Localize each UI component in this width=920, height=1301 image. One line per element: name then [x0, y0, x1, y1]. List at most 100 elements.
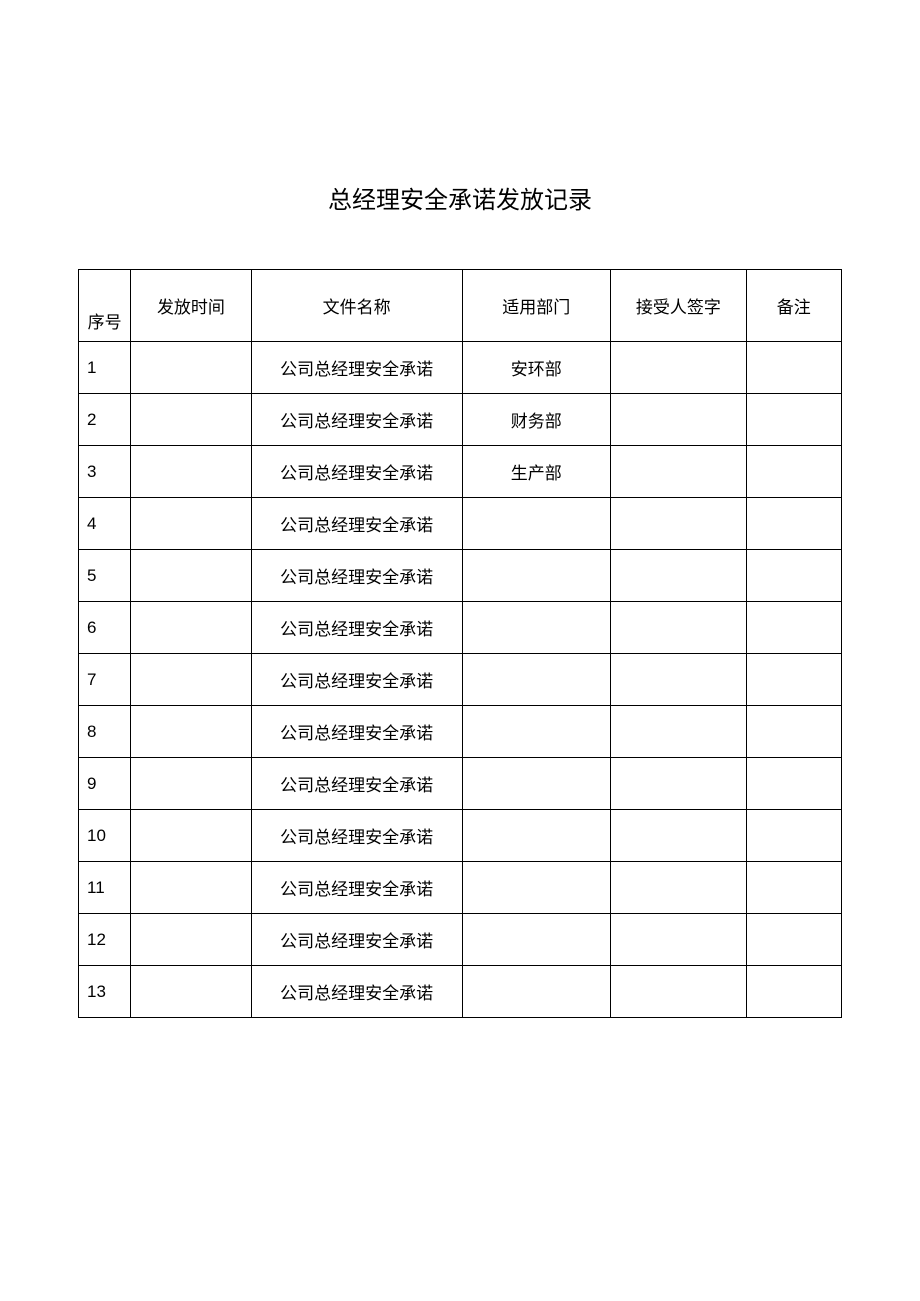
cell-doc: 公司总经理安全承诺 [251, 602, 462, 654]
cell-sign [611, 446, 747, 498]
header-note: 备注 [746, 270, 841, 342]
cell-note [746, 654, 841, 706]
table-row: 10 公司总经理安全承诺 [79, 810, 842, 862]
table-row: 9 公司总经理安全承诺 [79, 758, 842, 810]
header-doc: 文件名称 [251, 270, 462, 342]
table-row: 6 公司总经理安全承诺 [79, 602, 842, 654]
cell-note [746, 706, 841, 758]
cell-seq: 1 [79, 342, 131, 394]
cell-doc: 公司总经理安全承诺 [251, 914, 462, 966]
cell-note [746, 550, 841, 602]
header-seq: 序号 [79, 270, 131, 342]
cell-doc: 公司总经理安全承诺 [251, 862, 462, 914]
cell-dept [462, 654, 611, 706]
table-row: 2 公司总经理安全承诺 财务部 [79, 394, 842, 446]
cell-sign [611, 602, 747, 654]
cell-doc: 公司总经理安全承诺 [251, 498, 462, 550]
cell-seq: 4 [79, 498, 131, 550]
cell-sign [611, 342, 747, 394]
cell-seq: 3 [79, 446, 131, 498]
cell-sign [611, 654, 747, 706]
cell-dept [462, 758, 611, 810]
cell-dept [462, 862, 611, 914]
cell-note [746, 394, 841, 446]
cell-doc: 公司总经理安全承诺 [251, 550, 462, 602]
table-header-row: 序号 发放时间 文件名称 适用部门 接受人签字 备注 [79, 270, 842, 342]
cell-sign [611, 862, 747, 914]
cell-dept [462, 498, 611, 550]
cell-dept [462, 706, 611, 758]
cell-seq: 7 [79, 654, 131, 706]
cell-sign [611, 966, 747, 1018]
cell-dept: 财务部 [462, 394, 611, 446]
cell-time [131, 758, 251, 810]
cell-dept: 安环部 [462, 342, 611, 394]
cell-note [746, 966, 841, 1018]
cell-note [746, 914, 841, 966]
cell-seq: 5 [79, 550, 131, 602]
cell-doc: 公司总经理安全承诺 [251, 966, 462, 1018]
cell-sign [611, 498, 747, 550]
cell-dept [462, 914, 611, 966]
header-time: 发放时间 [131, 270, 251, 342]
cell-time [131, 966, 251, 1018]
cell-seq: 10 [79, 810, 131, 862]
table-row: 4 公司总经理安全承诺 [79, 498, 842, 550]
cell-doc: 公司总经理安全承诺 [251, 810, 462, 862]
cell-time [131, 446, 251, 498]
cell-dept [462, 550, 611, 602]
cell-time [131, 862, 251, 914]
cell-time [131, 914, 251, 966]
cell-seq: 12 [79, 914, 131, 966]
cell-doc: 公司总经理安全承诺 [251, 758, 462, 810]
cell-note [746, 498, 841, 550]
cell-sign [611, 758, 747, 810]
table-body: 1 公司总经理安全承诺 安环部 2 公司总经理安全承诺 财务部 3 公司总经理安… [79, 342, 842, 1018]
cell-time [131, 602, 251, 654]
cell-seq: 13 [79, 966, 131, 1018]
table-row: 13 公司总经理安全承诺 [79, 966, 842, 1018]
cell-seq: 11 [79, 862, 131, 914]
cell-doc: 公司总经理安全承诺 [251, 654, 462, 706]
cell-seq: 8 [79, 706, 131, 758]
cell-note [746, 446, 841, 498]
cell-sign [611, 550, 747, 602]
page-title: 总经理安全承诺发放记录 [78, 180, 842, 215]
cell-note [746, 602, 841, 654]
cell-note [746, 862, 841, 914]
cell-seq: 6 [79, 602, 131, 654]
cell-time [131, 654, 251, 706]
cell-dept [462, 810, 611, 862]
cell-sign [611, 706, 747, 758]
header-dept: 适用部门 [462, 270, 611, 342]
table-row: 1 公司总经理安全承诺 安环部 [79, 342, 842, 394]
cell-dept: 生产部 [462, 446, 611, 498]
table-row: 7 公司总经理安全承诺 [79, 654, 842, 706]
table-row: 3 公司总经理安全承诺 生产部 [79, 446, 842, 498]
cell-doc: 公司总经理安全承诺 [251, 394, 462, 446]
cell-doc: 公司总经理安全承诺 [251, 706, 462, 758]
cell-seq: 9 [79, 758, 131, 810]
cell-time [131, 706, 251, 758]
table-row: 12 公司总经理安全承诺 [79, 914, 842, 966]
header-sign: 接受人签字 [611, 270, 747, 342]
table-row: 8 公司总经理安全承诺 [79, 706, 842, 758]
cell-time [131, 810, 251, 862]
cell-note [746, 810, 841, 862]
table-row: 5 公司总经理安全承诺 [79, 550, 842, 602]
record-table: 序号 发放时间 文件名称 适用部门 接受人签字 备注 1 公司总经理安全承诺 安… [78, 269, 842, 1018]
cell-note [746, 758, 841, 810]
cell-time [131, 342, 251, 394]
cell-doc: 公司总经理安全承诺 [251, 342, 462, 394]
cell-time [131, 550, 251, 602]
cell-note [746, 342, 841, 394]
cell-time [131, 498, 251, 550]
cell-seq: 2 [79, 394, 131, 446]
cell-sign [611, 914, 747, 966]
cell-dept [462, 966, 611, 1018]
cell-dept [462, 602, 611, 654]
table-row: 11 公司总经理安全承诺 [79, 862, 842, 914]
cell-doc: 公司总经理安全承诺 [251, 446, 462, 498]
cell-time [131, 394, 251, 446]
cell-sign [611, 810, 747, 862]
